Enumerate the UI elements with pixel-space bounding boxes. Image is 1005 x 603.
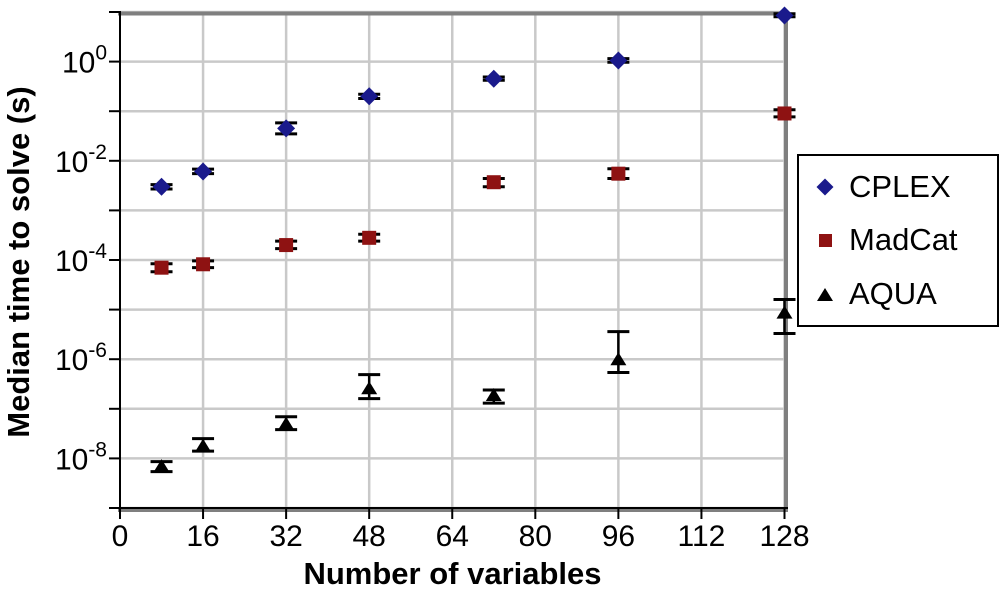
- svg-text:16: 16: [186, 520, 219, 553]
- svg-text:10-2: 10-2: [55, 141, 107, 179]
- legend-marker-box: [813, 178, 837, 196]
- y-axis-title: Median time to solve (s): [1, 86, 36, 438]
- svg-text:48: 48: [353, 520, 386, 553]
- svg-text:80: 80: [519, 520, 552, 553]
- legend-entry-madcat: MadCat: [813, 222, 997, 258]
- aqua-triangle-icon: [817, 287, 833, 301]
- madcat-square-icon: [818, 233, 832, 247]
- legend-entry-cplex: CPLEX: [813, 169, 997, 205]
- legend-label-aqua: AQUA: [849, 276, 937, 312]
- svg-text:32: 32: [269, 520, 302, 553]
- legend-label-madcat: MadCat: [849, 222, 958, 258]
- legend-label-cplex: CPLEX: [849, 168, 951, 204]
- legend-marker-box: [813, 287, 837, 301]
- svg-text:0: 0: [112, 520, 129, 553]
- svg-text:100: 100: [62, 42, 107, 80]
- svg-text:64: 64: [436, 520, 469, 553]
- cplex-diamond-icon: [816, 178, 834, 196]
- legend-entry-aqua: AQUA: [813, 276, 997, 312]
- svg-text:96: 96: [602, 520, 635, 553]
- svg-text:10-8: 10-8: [55, 438, 107, 476]
- svg-text:128: 128: [759, 520, 809, 553]
- x-axis-title: Number of variables: [303, 556, 602, 591]
- svg-text:10-4: 10-4: [55, 240, 107, 278]
- legend: CPLEX MadCat AQUA: [797, 154, 999, 327]
- legend-marker-box: [813, 233, 837, 247]
- svg-text:10-6: 10-6: [55, 339, 107, 377]
- svg-text:112: 112: [678, 520, 726, 553]
